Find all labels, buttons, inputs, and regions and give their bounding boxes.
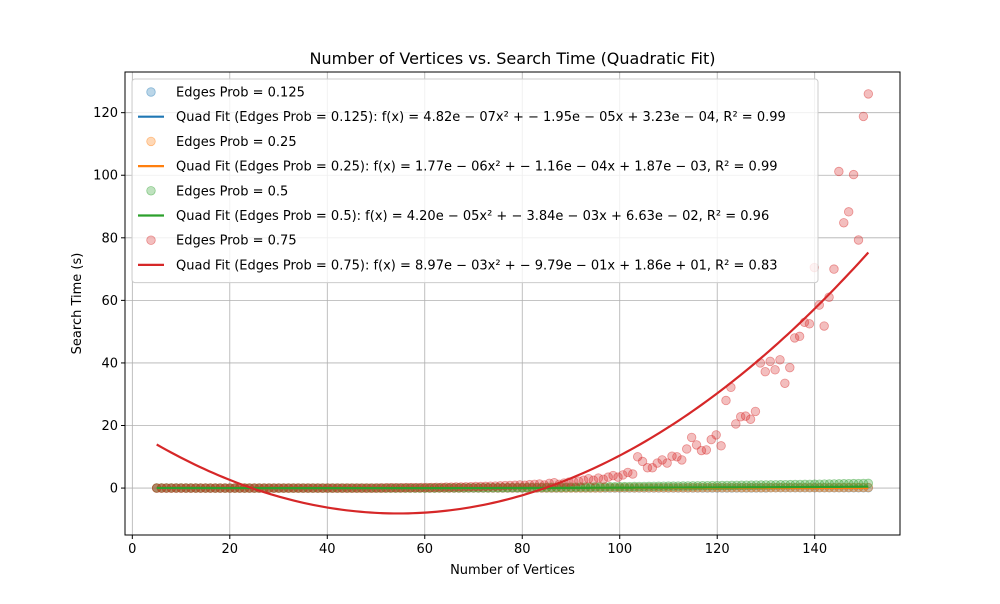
data-point [771, 366, 780, 375]
data-point [702, 446, 711, 455]
y-tick-label: 100 [93, 169, 118, 184]
data-point [785, 363, 794, 372]
legend-entry-fit: Quad Fit (Edges Prob = 0.5): f(x) = 4.20… [176, 209, 769, 224]
data-point [781, 379, 790, 388]
data-point [628, 470, 637, 479]
data-point [678, 456, 687, 465]
legend: Edges Prob = 0.125 Quad Fit (Edges Prob =… [132, 79, 818, 283]
y-axis-label: Search Time (s) [70, 253, 85, 355]
data-point [751, 407, 760, 416]
data-point [682, 445, 691, 454]
chart-title: Number of Vertices vs. Search Time (Quad… [310, 49, 716, 68]
x-tick-label: 20 [222, 542, 239, 557]
data-point [761, 367, 770, 376]
legend-entry-fit: Quad Fit (Edges Prob = 0.75): f(x) = 8.9… [176, 258, 778, 273]
data-point [776, 356, 785, 365]
y-tick-label: 40 [101, 356, 118, 371]
x-tick-label: 140 [802, 542, 827, 557]
legend-entry-fit: Quad Fit (Edges Prob = 0.25): f(x) = 1.7… [176, 160, 778, 175]
legend-marker [147, 137, 156, 146]
data-point [687, 433, 696, 442]
legend-entry-points: Edges Prob = 0.125 [176, 86, 305, 101]
y-tick-label: 20 [101, 419, 118, 434]
legend-entry-points: Edges Prob = 0.75 [176, 234, 297, 249]
data-point [844, 208, 853, 217]
data-point [746, 415, 755, 424]
x-tick-label: 120 [705, 542, 730, 557]
x-tick-label: 60 [416, 542, 433, 557]
legend-marker [147, 187, 156, 196]
data-point [859, 112, 868, 121]
x-tick-label: 0 [128, 542, 136, 557]
data-point [854, 236, 863, 245]
legend-entry-points: Edges Prob = 0.5 [176, 184, 288, 199]
y-tick-label: 120 [93, 106, 118, 121]
data-point [717, 442, 726, 451]
x-tick-label: 80 [514, 542, 531, 557]
data-point [712, 431, 721, 440]
data-point [849, 170, 858, 179]
y-tick-label: 0 [110, 482, 118, 497]
legend-marker [147, 236, 156, 245]
data-point [766, 357, 775, 366]
y-tick-label: 80 [101, 231, 118, 246]
legend-marker [147, 88, 156, 97]
data-point [830, 265, 839, 274]
x-axis-label: Number of Vertices [450, 563, 575, 578]
data-point [805, 320, 814, 329]
x-tick-label: 100 [607, 542, 632, 557]
x-tick-label: 40 [319, 542, 336, 557]
data-point [722, 396, 731, 405]
data-point [820, 322, 829, 331]
data-point [839, 218, 848, 227]
legend-entry-fit: Quad Fit (Edges Prob = 0.125): f(x) = 4.… [176, 110, 786, 125]
data-point [864, 90, 873, 99]
data-point [795, 332, 804, 341]
data-point [835, 167, 844, 176]
y-tick-label: 60 [101, 294, 118, 309]
legend-entry-points: Edges Prob = 0.25 [176, 135, 297, 150]
